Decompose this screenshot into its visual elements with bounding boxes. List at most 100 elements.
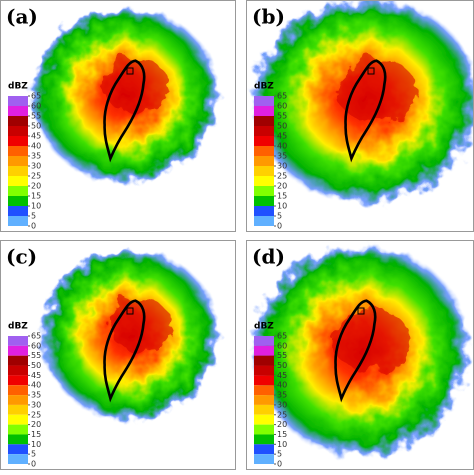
colorbar-cell bbox=[8, 454, 28, 464]
colorbar-tick-label: 65 bbox=[277, 332, 287, 341]
colorbar-tick-label: 45 bbox=[31, 371, 41, 380]
panel-content bbox=[246, 0, 474, 232]
colorbar-cell bbox=[8, 96, 28, 106]
colorbar-cell bbox=[254, 454, 274, 464]
colorbar-tick-label: 5 bbox=[277, 212, 282, 221]
colorbar-tick-label: 40 bbox=[277, 381, 287, 390]
colorbar-tick-label: 65 bbox=[31, 332, 41, 341]
colorbar-tick-label: 35 bbox=[277, 152, 287, 161]
colorbar-cell bbox=[8, 404, 28, 415]
panel-border bbox=[0, 0, 236, 232]
colorbar-tick-label: 0 bbox=[277, 460, 282, 469]
panel-label: (a) bbox=[6, 5, 38, 29]
colorbar-cell bbox=[254, 434, 274, 445]
colorbar-cell bbox=[254, 365, 274, 376]
panel-content bbox=[246, 240, 474, 470]
colorbar-tick-label: 30 bbox=[277, 162, 287, 171]
colorbar-tick-label: 5 bbox=[31, 450, 36, 459]
colorbar-tick-label: 10 bbox=[31, 202, 41, 211]
colorbar-tick-label: 30 bbox=[31, 162, 41, 171]
colorbar-tick-label: 55 bbox=[31, 112, 41, 121]
colorbar-cell bbox=[8, 385, 28, 396]
colorbar-cell bbox=[254, 206, 274, 216]
colorbar-tick-label: 0 bbox=[31, 222, 36, 231]
radar-core bbox=[101, 58, 169, 112]
colorbar-tick-label: 45 bbox=[277, 132, 287, 141]
radar-core bbox=[335, 58, 417, 122]
colorbar-tick-label: 35 bbox=[277, 391, 287, 400]
colorbar-tick-label: 25 bbox=[31, 172, 41, 181]
colorbar-tick-label: 65 bbox=[31, 92, 41, 101]
colorbar-cell bbox=[8, 146, 28, 156]
colorbar-tick-label: 35 bbox=[31, 391, 41, 400]
colorbar-cell bbox=[254, 216, 274, 226]
colorbar-cell bbox=[8, 216, 28, 226]
colorbar-cell bbox=[254, 414, 274, 425]
colorbar-title: dBZ bbox=[254, 82, 274, 92]
taiwan-outline bbox=[344, 59, 387, 163]
colorbar-cell bbox=[254, 116, 274, 126]
colorbar-tick-label: 50 bbox=[277, 361, 287, 370]
colorbar-tick-label: 0 bbox=[31, 460, 36, 469]
panel-border bbox=[0, 240, 236, 470]
colorbar-tick-label: 40 bbox=[31, 381, 41, 390]
radar-site bbox=[126, 67, 134, 75]
colorbar-cell bbox=[8, 395, 28, 405]
colorbar-cell bbox=[8, 206, 28, 216]
colorbar-tick-label: 35 bbox=[31, 152, 41, 161]
colorbar-tick-label: 10 bbox=[277, 202, 287, 211]
colorbar-tick-label: 25 bbox=[31, 410, 41, 419]
colorbar-cell bbox=[8, 186, 28, 196]
colorbar-tick-label: 15 bbox=[277, 430, 287, 439]
colorbar-cell bbox=[8, 365, 28, 376]
colorbar-tick-label: 45 bbox=[31, 132, 41, 141]
colorbar-cell bbox=[8, 414, 28, 425]
taiwan-outline bbox=[334, 299, 377, 403]
colorbar-tick-label: 60 bbox=[31, 102, 41, 111]
colorbar-tick-label: 5 bbox=[277, 450, 282, 459]
colorbar-cell bbox=[254, 186, 274, 196]
colorbar-tick-label: 60 bbox=[277, 341, 287, 350]
colorbar-tick-label: 60 bbox=[277, 102, 287, 111]
colorbar-cell bbox=[254, 146, 274, 156]
colorbar-tick-label: 50 bbox=[277, 122, 287, 131]
colorbar-cell bbox=[254, 166, 274, 176]
colorbar-tick-label: 55 bbox=[31, 351, 41, 360]
colorbar-tick-label: 15 bbox=[31, 430, 41, 439]
taiwan-outline bbox=[103, 299, 146, 403]
colorbar-cell bbox=[254, 336, 274, 346]
colorbar-cell bbox=[254, 126, 274, 136]
colorbar-title: dBZ bbox=[8, 82, 28, 92]
colorbar-tick-label: 55 bbox=[277, 112, 287, 121]
colorbar-tick-label: 25 bbox=[277, 172, 287, 181]
colorbar-tick-label: 45 bbox=[277, 371, 287, 380]
colorbar-cell bbox=[254, 176, 274, 186]
colorbar-cell bbox=[8, 444, 28, 455]
colorbar-cell bbox=[8, 424, 28, 435]
panel-content bbox=[0, 240, 236, 470]
colorbar-tick-label: 55 bbox=[277, 351, 287, 360]
colorbar-cell bbox=[8, 116, 28, 126]
colorbar-cell bbox=[254, 106, 274, 116]
colorbar-cell bbox=[254, 156, 274, 166]
colorbar-cell bbox=[254, 404, 274, 415]
panel-content bbox=[0, 0, 236, 232]
colorbar-title: dBZ bbox=[8, 322, 28, 332]
colorbar-cell bbox=[254, 355, 274, 366]
colorbar-cell bbox=[254, 424, 274, 435]
colorbar-title: dBZ bbox=[254, 322, 274, 332]
colorbar-tick-label: 20 bbox=[31, 182, 41, 191]
colorbar-tick-label: 65 bbox=[277, 92, 287, 101]
colorbar-cell bbox=[254, 96, 274, 106]
colorbar-tick-label: 5 bbox=[31, 212, 36, 221]
colorbar-cell bbox=[254, 385, 274, 396]
colorbar-cell bbox=[8, 336, 28, 346]
radar-site bbox=[126, 307, 134, 315]
colorbar-cell bbox=[8, 136, 28, 146]
colorbar-tick-label: 50 bbox=[31, 122, 41, 131]
